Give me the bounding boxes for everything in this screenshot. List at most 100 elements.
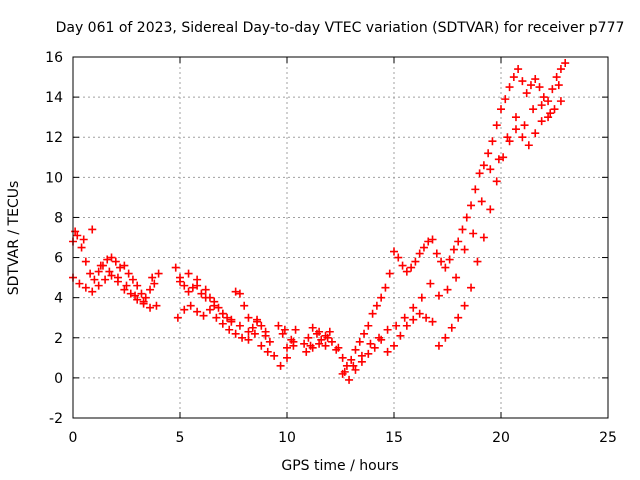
x-tick-label: 15 — [385, 430, 403, 446]
data-point — [486, 205, 495, 214]
data-point — [86, 269, 95, 278]
data-point — [257, 341, 266, 350]
data-point — [101, 275, 110, 284]
data-point — [227, 315, 236, 324]
y-tick-label: 2 — [54, 331, 63, 347]
data-point — [428, 235, 437, 244]
data-point — [447, 323, 456, 332]
data-point — [460, 301, 469, 310]
data-point — [133, 295, 142, 304]
y-axis-title: SDTVAR / TECUs — [6, 181, 22, 296]
data-point — [223, 313, 232, 322]
data-point — [231, 287, 240, 296]
data-point — [537, 101, 546, 110]
data-point — [526, 81, 535, 90]
data-point — [381, 283, 390, 292]
data-point — [505, 83, 514, 92]
data-point — [469, 229, 478, 238]
data-point — [484, 149, 493, 158]
data-point — [137, 289, 146, 298]
x-tick-labels: 0 5 10 15 20 25 — [69, 430, 617, 446]
y-tick-label: 10 — [45, 170, 63, 186]
data-point — [422, 313, 431, 322]
data-point — [479, 161, 488, 170]
data-point — [437, 257, 446, 266]
data-point — [315, 339, 324, 348]
data-point — [218, 319, 227, 328]
data-point — [370, 343, 379, 352]
data-point — [283, 353, 291, 362]
data-point — [205, 305, 214, 314]
data-point — [270, 351, 279, 360]
data-point — [531, 129, 540, 138]
data-point — [349, 361, 358, 370]
data-point — [308, 323, 317, 332]
data-point — [180, 281, 189, 290]
data-point — [396, 331, 405, 340]
data-point — [345, 375, 354, 384]
data-point — [467, 201, 476, 210]
data-point — [248, 323, 257, 332]
data-point — [556, 97, 565, 106]
data-point — [225, 325, 234, 334]
data-point — [394, 253, 403, 262]
data-point — [103, 255, 112, 264]
data-point — [479, 233, 488, 242]
data-point — [407, 263, 416, 272]
data-point — [411, 257, 420, 266]
data-point — [240, 301, 249, 310]
data-point — [383, 347, 392, 356]
data-point — [383, 325, 392, 334]
data-point — [332, 345, 341, 354]
data-point — [492, 177, 501, 186]
data-point — [197, 289, 206, 298]
data-point — [494, 155, 503, 164]
axis-ticks — [72, 56, 609, 419]
data-point — [501, 95, 510, 104]
data-point — [550, 105, 559, 114]
data-point — [289, 337, 298, 346]
data-point — [210, 301, 219, 310]
data-point — [81, 257, 90, 266]
data-point — [304, 333, 313, 342]
data-point — [107, 253, 116, 262]
data-point — [454, 237, 463, 246]
data-point — [415, 309, 424, 318]
data-point — [366, 339, 375, 348]
data-series — [71, 81, 563, 376]
data-point — [71, 227, 80, 236]
data-point — [302, 347, 311, 356]
data-point — [460, 245, 469, 254]
data-point — [360, 329, 369, 338]
data-point — [449, 245, 458, 254]
data-point — [518, 133, 527, 142]
data-point — [274, 321, 283, 330]
data-point — [244, 335, 253, 344]
x-axis-title: GPS time / hours — [281, 458, 398, 474]
data-point — [235, 321, 244, 330]
data-point — [120, 261, 129, 270]
data-point — [434, 341, 443, 350]
data-point — [488, 137, 497, 146]
chart-title: Day 061 of 2023, Sidereal Day-to-day VTE… — [56, 20, 625, 36]
data-point — [261, 331, 270, 340]
data-point — [340, 367, 349, 376]
data-point — [280, 325, 289, 334]
data-point — [96, 261, 105, 270]
data-point — [458, 225, 467, 234]
data-point — [492, 121, 501, 130]
data-point — [265, 337, 274, 346]
data-point — [94, 281, 103, 290]
data-point — [385, 269, 394, 278]
data-points — [69, 59, 570, 384]
data-point — [402, 267, 411, 276]
data-point — [452, 273, 461, 282]
data-point — [552, 73, 561, 82]
data-point — [392, 321, 401, 330]
data-point — [355, 337, 364, 346]
data-point — [214, 303, 223, 312]
data-point — [409, 315, 418, 324]
data-point — [471, 185, 480, 194]
data-point — [81, 283, 90, 292]
data-point — [520, 121, 529, 130]
